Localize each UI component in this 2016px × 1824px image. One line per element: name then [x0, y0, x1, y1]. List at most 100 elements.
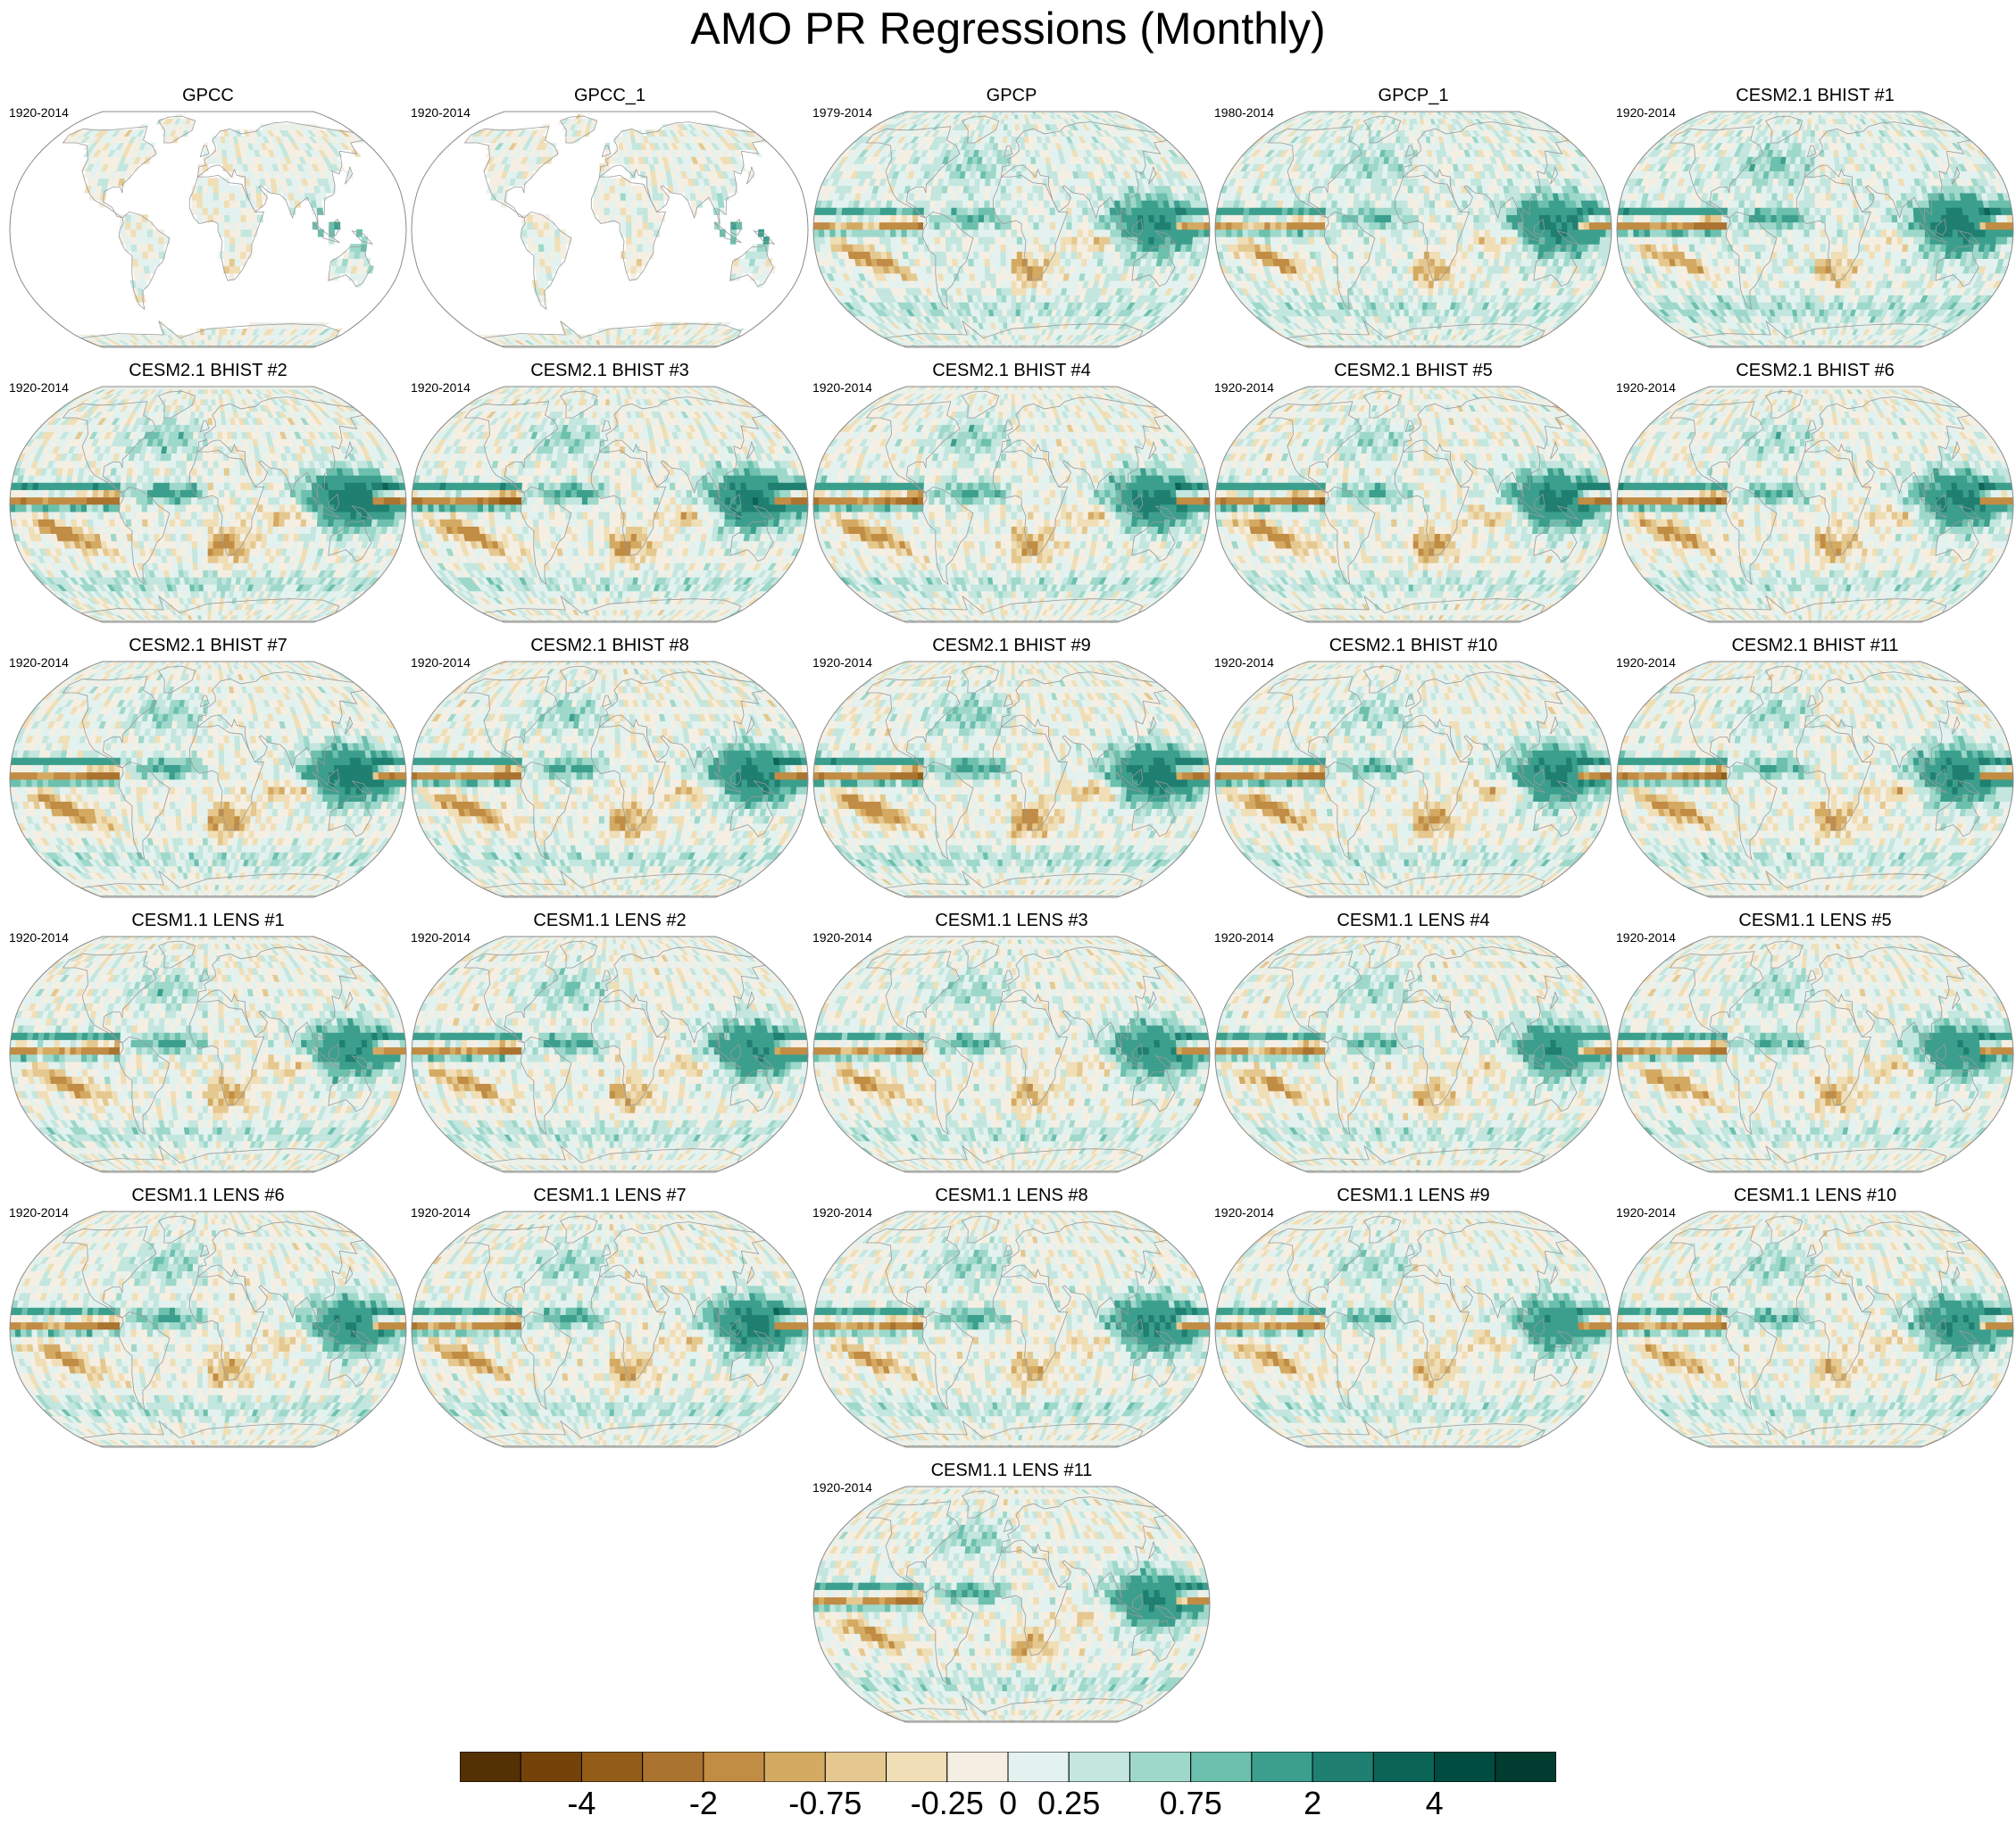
field-cell — [1187, 222, 1193, 229]
field-cell — [1033, 200, 1038, 207]
field-cell — [1111, 229, 1116, 237]
field-cell — [1001, 259, 1006, 266]
field-cell — [996, 280, 1002, 287]
field-cell — [980, 280, 987, 287]
field-cell — [1022, 207, 1028, 214]
field-cell — [985, 259, 990, 266]
field-cell — [974, 186, 980, 193]
field-cell — [131, 215, 137, 222]
field-cell — [1045, 244, 1050, 251]
field-cell — [621, 215, 626, 222]
field-cell — [224, 200, 229, 207]
field-cell — [1017, 273, 1022, 280]
field-cell — [936, 252, 942, 259]
field-cell — [252, 222, 257, 229]
field-cell — [631, 252, 637, 259]
field-cell — [241, 237, 246, 244]
field-cell — [912, 215, 918, 222]
field-cell — [148, 252, 154, 259]
field-cell — [236, 215, 241, 222]
field-cell — [149, 266, 155, 273]
field-cell — [1099, 244, 1105, 251]
field-cell — [1138, 222, 1144, 229]
field-cell — [1012, 222, 1017, 229]
field-cell — [1001, 207, 1006, 214]
field-cell — [1027, 280, 1032, 287]
field-cell — [896, 215, 903, 222]
field-cell — [603, 335, 607, 340]
field-cell — [1131, 244, 1137, 251]
field-cell — [610, 193, 615, 200]
field-cell — [825, 237, 831, 244]
field-cell — [143, 259, 149, 266]
field-cell — [935, 229, 940, 237]
field-cell — [229, 186, 235, 193]
field-cell — [879, 215, 886, 222]
field-cell — [1406, 335, 1411, 340]
field-cell — [561, 237, 566, 244]
field-cell — [1154, 222, 1160, 229]
field-cell — [1039, 222, 1045, 229]
field-cell — [539, 259, 546, 266]
field-cell — [989, 244, 995, 251]
field-cell — [1016, 157, 1021, 164]
field-cell — [1017, 259, 1022, 266]
field-cell — [626, 193, 631, 200]
field-cell — [990, 259, 996, 266]
field-cell — [951, 215, 956, 222]
field-cell — [208, 179, 213, 186]
field-cell — [857, 229, 862, 237]
field-cell — [1022, 215, 1028, 222]
field-cell — [973, 229, 979, 237]
field-cell — [1116, 229, 1121, 237]
field-cell — [619, 143, 624, 150]
field-cell — [941, 193, 947, 200]
field-cell — [819, 229, 824, 237]
field-cell — [652, 186, 658, 193]
field-cell — [1012, 252, 1017, 259]
field-cell — [996, 266, 1001, 273]
field-cell — [1061, 229, 1066, 237]
field-cell — [1187, 215, 1193, 222]
field-cell — [813, 222, 820, 229]
field-cell — [902, 229, 907, 237]
field-cell — [201, 335, 205, 340]
field-cell — [973, 207, 979, 214]
field-cell — [896, 244, 903, 251]
field-cell — [1182, 222, 1187, 229]
field-cell — [153, 237, 158, 244]
field-cell — [528, 229, 533, 237]
field-cell — [235, 200, 240, 207]
field-cell — [919, 252, 925, 259]
field-cell — [1022, 179, 1028, 186]
field-cell — [880, 207, 887, 214]
field-cell — [545, 252, 551, 259]
field-cell — [986, 280, 991, 287]
field-cell — [912, 222, 918, 229]
field-cell — [1016, 143, 1020, 150]
field-cell — [896, 229, 902, 237]
field-cell — [1088, 244, 1095, 251]
field-cell — [946, 222, 951, 229]
field-cell — [929, 229, 935, 237]
field-cell — [610, 329, 613, 335]
field-cell — [929, 244, 936, 251]
field-cell — [604, 215, 610, 222]
field-cell — [984, 237, 989, 244]
field-cell — [1077, 207, 1083, 214]
field-cell — [1055, 237, 1061, 244]
field-cell — [996, 273, 1001, 280]
panel-title: GPCC_1 — [409, 86, 811, 105]
field-cell — [615, 193, 621, 200]
field-cell — [229, 259, 235, 266]
field-cell — [544, 244, 550, 251]
field-cell — [599, 179, 604, 186]
field-cell — [1012, 229, 1017, 237]
field-cell — [1171, 229, 1177, 237]
field-cell — [1418, 316, 1422, 322]
field-cell — [250, 186, 256, 193]
field-cell — [229, 200, 235, 207]
field-cell — [869, 229, 874, 237]
field-cell — [957, 207, 963, 214]
field-cell — [230, 215, 236, 222]
